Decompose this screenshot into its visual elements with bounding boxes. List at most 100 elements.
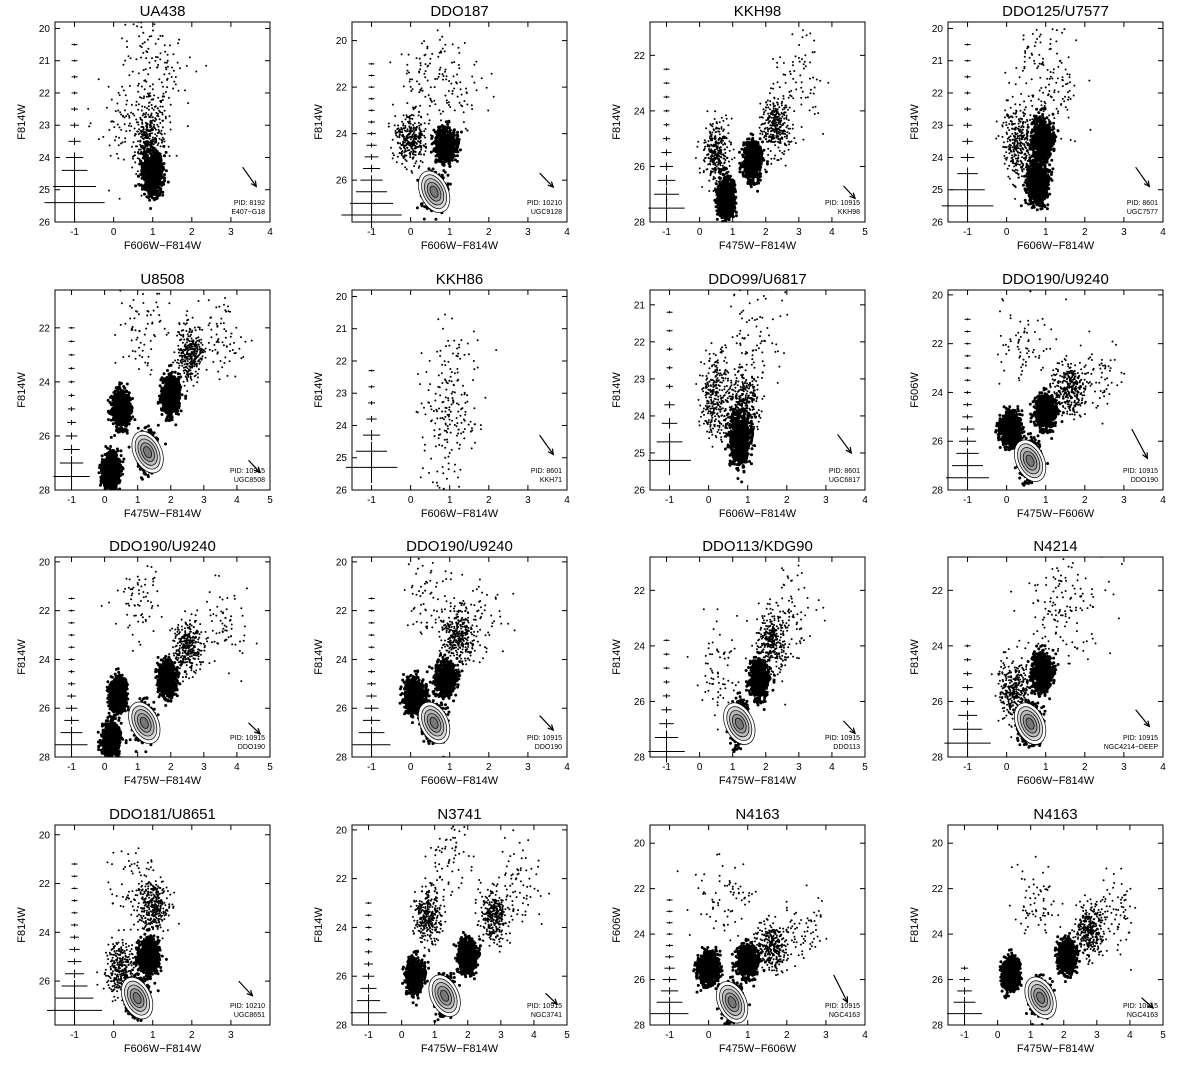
star-point [725, 199, 729, 203]
star-point [414, 105, 417, 108]
star-point [166, 59, 169, 62]
star-point [155, 137, 157, 140]
star-point [436, 158, 440, 162]
star-point [122, 89, 125, 92]
star-point [406, 141, 409, 144]
star-point [410, 90, 413, 92]
star-point [458, 67, 461, 70]
star-point [414, 151, 417, 153]
star-point [719, 209, 723, 213]
star-point [140, 126, 143, 128]
star-point [148, 143, 151, 146]
star-point [431, 52, 434, 55]
star-point [411, 157, 414, 160]
star-point [391, 152, 394, 155]
star-point [144, 172, 147, 175]
star-point [456, 73, 459, 76]
star-point [402, 135, 405, 138]
star-point [424, 143, 427, 145]
star-point [721, 213, 724, 217]
star-point [119, 111, 122, 114]
star-point [171, 66, 173, 69]
star-point [149, 129, 152, 132]
star-point [128, 116, 131, 119]
star-point [151, 107, 154, 110]
star-point [160, 133, 163, 136]
star-point [459, 81, 462, 84]
star-point [144, 113, 147, 116]
star-point [159, 52, 162, 55]
star-point [721, 172, 725, 176]
star-point [460, 130, 463, 134]
star-point [146, 145, 149, 148]
x-tick-label: -1 [70, 227, 79, 238]
star-point [156, 159, 159, 162]
reddening-arrowhead [547, 181, 555, 189]
star-point [162, 85, 164, 88]
star-point [453, 134, 456, 137]
star-point [177, 89, 180, 92]
star-point [140, 150, 143, 153]
star-point [406, 69, 409, 72]
star-point [454, 150, 458, 154]
star-point [165, 91, 167, 93]
star-point [172, 53, 175, 56]
star-point [723, 217, 727, 221]
star-point [158, 78, 161, 81]
star-point [465, 92, 468, 95]
star-point [730, 201, 734, 204]
star-point [176, 61, 179, 64]
star-point [160, 81, 163, 84]
star-point [726, 174, 730, 178]
star-point [720, 224, 723, 227]
star-point [431, 167, 435, 171]
star-point [402, 140, 404, 143]
star-point [168, 154, 171, 157]
star-point [422, 217, 426, 221]
star-point [131, 70, 134, 73]
star-point [465, 87, 468, 90]
star-point [147, 105, 150, 108]
star-point [114, 110, 117, 113]
star-point [139, 148, 142, 151]
star-point [714, 199, 718, 203]
star-point [462, 121, 465, 124]
star-point [440, 173, 444, 177]
star-point [432, 128, 436, 132]
target-label: E407−G18 [231, 209, 265, 216]
star-point [429, 97, 432, 100]
star-point [421, 133, 423, 136]
star-point [399, 131, 402, 133]
star-point [157, 128, 160, 131]
star-point [447, 90, 450, 92]
star-point [441, 47, 444, 50]
star-point [420, 202, 424, 206]
star-point [122, 114, 125, 117]
star-point [143, 88, 146, 91]
star-point [131, 166, 134, 169]
star-point [141, 147, 144, 150]
star-point [449, 134, 453, 138]
star-point [410, 126, 413, 129]
star-point [146, 129, 148, 132]
star-point [140, 85, 143, 88]
star-point [153, 146, 156, 149]
star-point [146, 107, 149, 110]
star-point [444, 43, 447, 46]
star-point [139, 139, 142, 142]
star-point [480, 77, 483, 80]
star-point [392, 154, 395, 157]
star-point [131, 155, 134, 158]
panel-title: KKH98 [734, 3, 782, 20]
star-point [133, 134, 136, 137]
star-point [116, 102, 119, 105]
star-point [136, 157, 139, 160]
star-point [162, 92, 165, 95]
star-point [459, 88, 462, 91]
star-point [412, 153, 415, 156]
star-point [405, 154, 408, 157]
star-point [718, 225, 721, 228]
star-point [409, 78, 412, 81]
star-point [150, 112, 153, 115]
